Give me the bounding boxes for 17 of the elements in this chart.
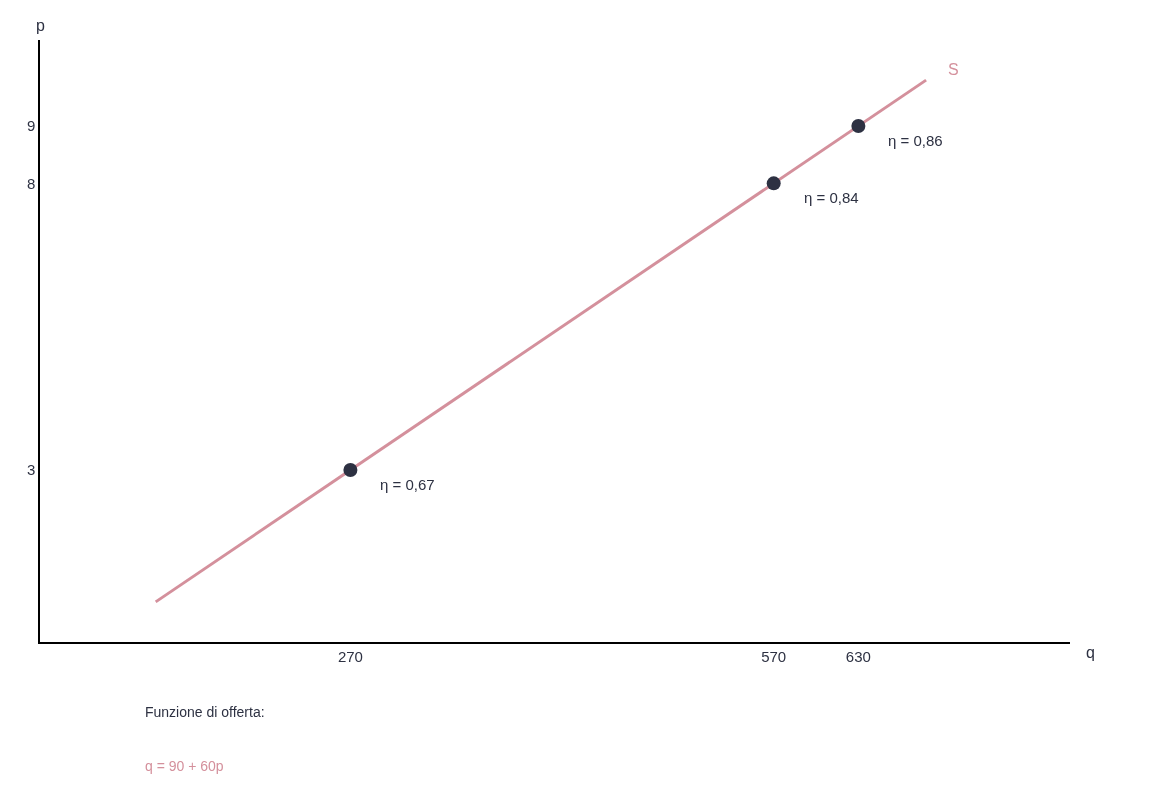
y-axis-title: p [36, 17, 45, 34]
y-tick-label: 3 [26, 461, 36, 479]
annotation: η = 0,86 [888, 132, 943, 149]
text: q = 90 + 60p [145, 758, 224, 774]
annotation: η = 0,67 [380, 476, 435, 493]
point [766, 176, 781, 191]
annotation: η = 0,84 [804, 189, 859, 206]
x-tick-label: 630 [845, 647, 871, 665]
y-tick-label: 8 [26, 174, 36, 192]
x-tick-label: 570 [761, 647, 787, 665]
x-tick-label: 270 [337, 647, 363, 665]
point [851, 119, 866, 133]
x-axis-title: q [1086, 644, 1095, 661]
point [343, 463, 358, 477]
text: Funzione di offerta: [145, 704, 265, 720]
series-label: S [948, 61, 959, 78]
y-tick-label: 9 [26, 117, 36, 135]
